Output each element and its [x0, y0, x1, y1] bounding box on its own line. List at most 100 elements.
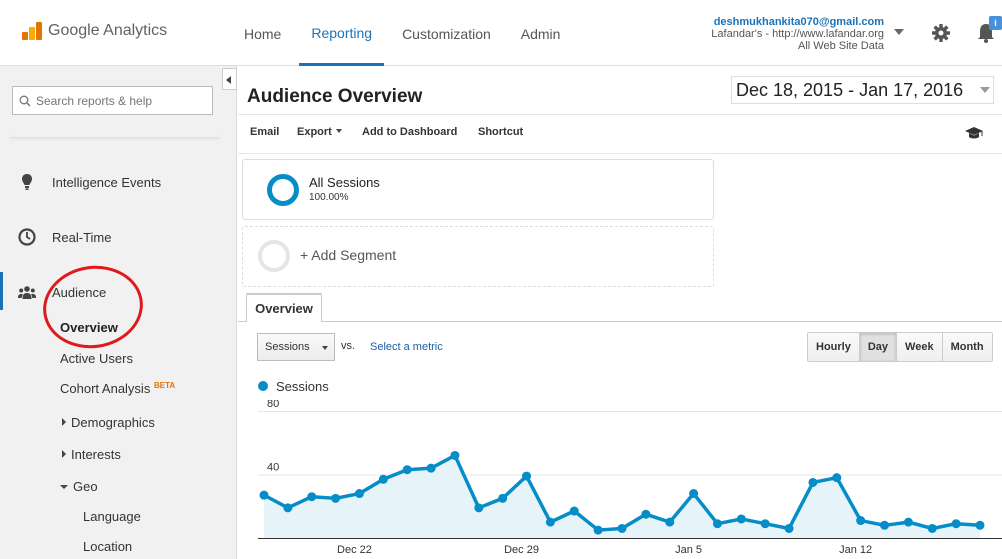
- data-point: [784, 523, 794, 533]
- tab-divider: [238, 321, 1002, 322]
- sidebar-sub-active-users[interactable]: Active Users: [60, 351, 133, 366]
- email-button[interactable]: Email: [250, 126, 280, 138]
- date-range-selector[interactable]: Dec 18, 2015 - Jan 17, 2016: [731, 76, 994, 104]
- select-metric-link[interactable]: Select a metric: [370, 341, 443, 353]
- date-dropdown-icon[interactable]: [980, 87, 990, 93]
- date-range-text: Dec 18, 2015 - Jan 17, 2016: [736, 80, 964, 100]
- action-bar: [238, 114, 1002, 154]
- data-point: [927, 523, 937, 533]
- x-tick-label: Jan 12: [839, 544, 872, 556]
- graduation-cap-icon[interactable]: [964, 126, 984, 140]
- sidebar-sub-geo[interactable]: Geo: [60, 479, 98, 494]
- people-icon: [18, 286, 36, 299]
- data-point: [975, 520, 985, 530]
- add-segment-box[interactable]: [242, 226, 714, 287]
- nav-reporting[interactable]: Reporting: [299, 0, 385, 66]
- interests-label: Interests: [71, 447, 121, 462]
- data-point: [450, 450, 460, 460]
- account-selector[interactable]: deshmukhankita070@gmail.com Lafandar's -…: [711, 16, 884, 52]
- sidebar-sub-cohort-analysis[interactable]: Cohort Analysis BETA: [60, 381, 175, 396]
- granularity-hourly[interactable]: Hourly: [808, 333, 860, 361]
- beta-badge: BETA: [153, 381, 176, 390]
- sidebar-item-audience[interactable]: Audience: [0, 282, 237, 302]
- segment-ring-icon: [267, 174, 299, 206]
- data-point: [856, 516, 866, 526]
- legend-dot: [258, 381, 268, 391]
- add-to-dashboard-button[interactable]: Add to Dashboard: [362, 126, 458, 138]
- data-point: [903, 517, 913, 527]
- chevron-left-icon: [226, 76, 231, 84]
- cohort-analysis-label: Cohort Analysis: [60, 381, 151, 396]
- page-title: Audience Overview: [247, 86, 423, 107]
- main-content: [238, 66, 1002, 559]
- sidebar-sub-demographics[interactable]: Demographics: [62, 415, 155, 430]
- data-point: [760, 519, 770, 529]
- logo-text: Google Analytics: [48, 22, 168, 39]
- x-tick-label: Jan 5: [675, 544, 702, 556]
- granularity-day[interactable]: Day: [859, 333, 898, 361]
- data-point: [951, 519, 961, 529]
- analytics-logo-icon: [22, 22, 42, 40]
- data-point: [617, 523, 627, 533]
- sidebar-sub-overview[interactable]: Overview: [60, 320, 118, 335]
- tab-overview[interactable]: Overview: [246, 293, 322, 322]
- search-box[interactable]: [12, 86, 213, 115]
- nav-home[interactable]: Home: [244, 26, 282, 42]
- sidebar: [0, 66, 237, 559]
- account-email: deshmukhankita070@gmail.com: [713, 16, 884, 28]
- search-divider: [10, 132, 220, 138]
- sidebar-item-label: Intelligence Events: [52, 174, 162, 190]
- main-nav: Home Reporting Customization Admin: [232, 0, 578, 66]
- collapse-sidebar-button[interactable]: [222, 68, 237, 90]
- search-input[interactable]: [36, 93, 206, 108]
- sidebar-sub-location[interactable]: Location: [83, 539, 133, 554]
- vs-label: vs.: [341, 340, 356, 352]
- nav-customization[interactable]: Customization: [402, 26, 491, 42]
- search-icon: [19, 95, 31, 107]
- geo-label: Geo: [73, 479, 98, 494]
- y-tick-label: 40: [267, 462, 279, 474]
- add-segment-label[interactable]: + Add Segment: [300, 247, 397, 263]
- data-point: [402, 465, 412, 475]
- data-point: [569, 506, 579, 516]
- granularity-month[interactable]: Month: [942, 333, 992, 361]
- data-point: [331, 493, 341, 503]
- series-area: [264, 455, 980, 538]
- data-point: [808, 477, 818, 487]
- x-tick-label: Dec 22: [337, 544, 372, 556]
- data-point: [689, 489, 699, 499]
- google-analytics-logo[interactable]: Google Analytics: [22, 22, 167, 40]
- data-point: [259, 490, 269, 500]
- segment-name: All Sessions: [309, 175, 380, 190]
- export-button[interactable]: Export: [297, 126, 342, 138]
- segment-all-sessions[interactable]: [242, 159, 714, 220]
- notification-badge[interactable]: i: [989, 16, 1002, 30]
- expand-down-icon: [60, 485, 68, 489]
- top-bar: [0, 0, 1002, 66]
- active-section-indicator: [0, 272, 3, 310]
- account-view: All Web Site Data: [797, 40, 884, 52]
- segment-percent: 100.00%: [309, 192, 349, 203]
- sessions-chart[interactable]: 80 40 Dec 22 Dec 29 Jan 5 Jan 12: [238, 400, 1002, 559]
- lightbulb-icon: [22, 174, 32, 190]
- sidebar-sub-interests[interactable]: Interests: [62, 447, 121, 462]
- metric-select[interactable]: Sessions: [257, 333, 335, 361]
- nav-admin[interactable]: Admin: [520, 26, 561, 42]
- granularity-week[interactable]: Week: [897, 333, 943, 361]
- sidebar-item-real-time[interactable]: Real-Time: [0, 227, 237, 247]
- gear-icon[interactable]: [931, 23, 951, 43]
- data-point: [283, 503, 293, 513]
- sidebar-sub-language[interactable]: Language: [83, 509, 141, 524]
- data-point: [474, 503, 484, 513]
- shortcut-button[interactable]: Shortcut: [478, 126, 524, 138]
- data-point: [712, 519, 722, 529]
- data-point: [545, 517, 555, 527]
- expand-right-icon: [62, 418, 66, 426]
- sidebar-item-intelligence-events[interactable]: Intelligence Events: [0, 172, 237, 192]
- data-point: [426, 463, 436, 473]
- add-segment-ring-icon: [258, 240, 290, 272]
- account-dropdown-icon[interactable]: [894, 29, 904, 35]
- data-point: [832, 473, 842, 483]
- legend-label: Sessions: [276, 379, 329, 394]
- sidebar-item-label: Real-Time: [52, 229, 112, 245]
